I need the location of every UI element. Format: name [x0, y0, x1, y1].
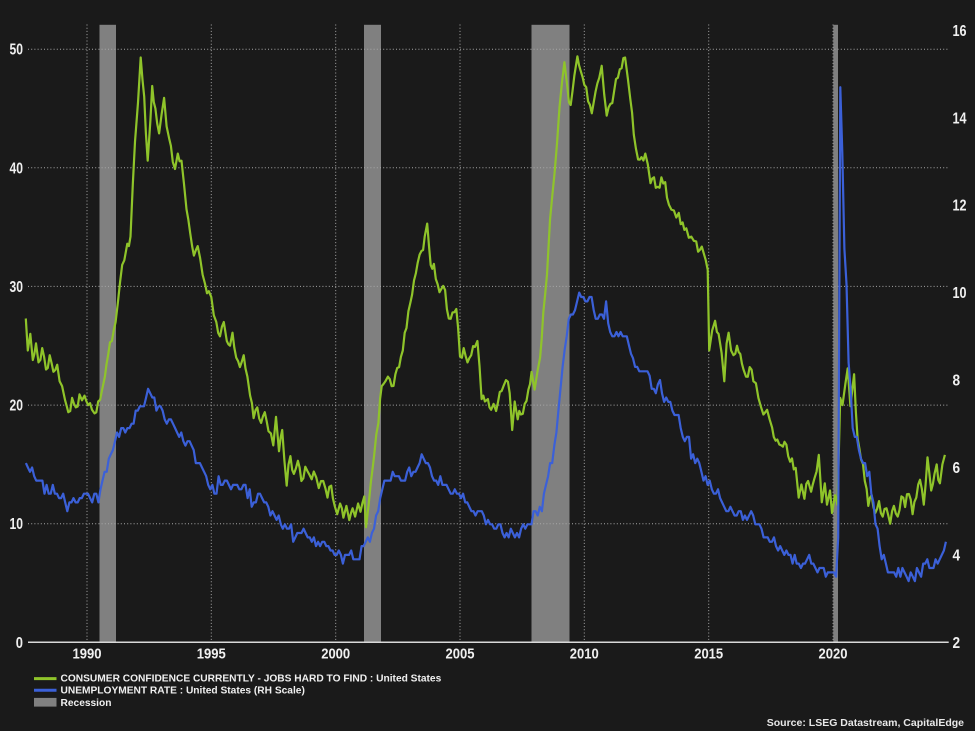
svg-text:2005: 2005	[446, 646, 475, 663]
svg-text:20: 20	[10, 398, 24, 415]
svg-text:14: 14	[953, 110, 967, 127]
svg-text:40: 40	[10, 160, 24, 177]
svg-text:8: 8	[953, 373, 961, 390]
svg-text:2010: 2010	[570, 646, 599, 663]
svg-text:CONSUMER CONFIDENCE CURRENTLY: CONSUMER CONFIDENCE CURRENTLY - JOBS HAR…	[61, 674, 442, 685]
svg-text:16: 16	[953, 23, 967, 40]
svg-text:2020: 2020	[819, 646, 848, 663]
svg-text:Recession: Recession	[61, 698, 112, 709]
svg-text:Source: LSEG Datastream, Capit: Source: LSEG Datastream, CapitalEdge	[767, 717, 964, 729]
svg-text:10: 10	[953, 285, 967, 302]
svg-text:1995: 1995	[197, 646, 226, 663]
svg-text:6: 6	[953, 460, 961, 477]
svg-text:50: 50	[10, 42, 24, 59]
svg-text:10: 10	[10, 516, 24, 533]
svg-text:2015: 2015	[694, 646, 723, 663]
svg-text:UNEMPLOYMENT RATE : United Sta: UNEMPLOYMENT RATE : United States (RH Sc…	[61, 685, 305, 696]
svg-text:30: 30	[10, 279, 24, 296]
svg-text:1990: 1990	[73, 646, 102, 663]
svg-text:0: 0	[16, 635, 23, 652]
svg-text:4: 4	[953, 547, 961, 564]
svg-text:12: 12	[953, 198, 967, 215]
svg-text:2: 2	[953, 635, 961, 652]
svg-text:2000: 2000	[321, 646, 350, 663]
